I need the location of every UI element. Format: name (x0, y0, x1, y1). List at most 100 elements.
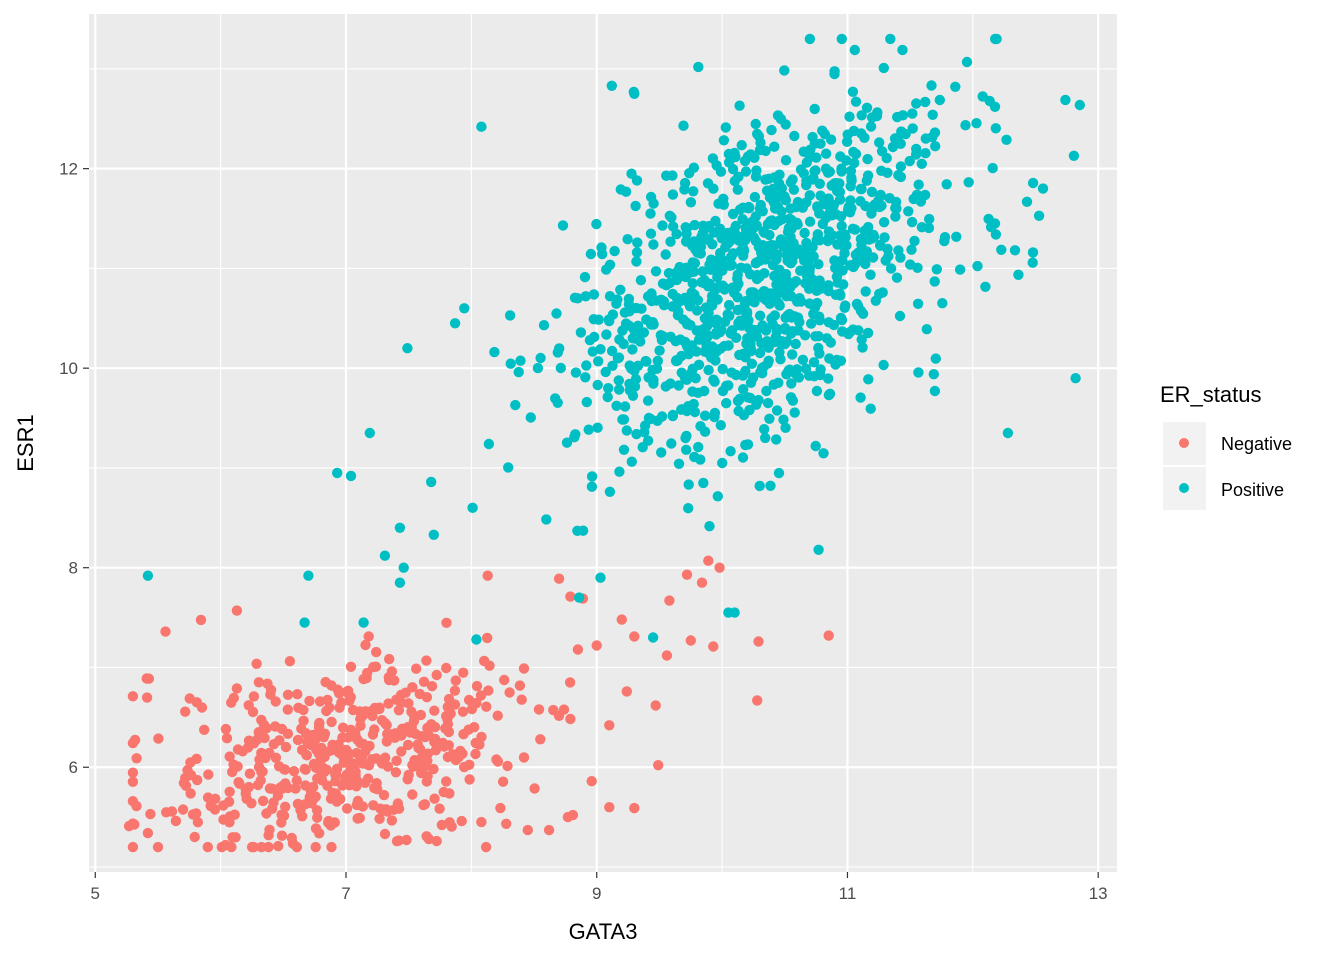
data-point-negative (312, 812, 323, 823)
data-point-positive (759, 424, 770, 435)
data-point-negative (409, 711, 420, 722)
data-point-negative (384, 653, 395, 665)
data-point-positive (931, 264, 942, 275)
data-point-negative (280, 801, 291, 812)
data-point-positive (760, 432, 771, 444)
data-point-positive (609, 245, 620, 257)
data-point-positive (691, 346, 702, 357)
data-point-positive (622, 234, 633, 245)
data-point-positive (811, 385, 823, 397)
data-point-negative (276, 817, 287, 828)
data-point-positive (379, 550, 391, 561)
x-tick-label: 7 (341, 884, 350, 903)
data-point-negative (629, 631, 640, 642)
data-point-negative (369, 782, 380, 794)
x-tick-label: 11 (839, 884, 857, 903)
data-point-positive (699, 346, 711, 357)
data-point-positive (874, 137, 885, 148)
data-point-positive (747, 372, 759, 383)
data-point-negative (358, 738, 369, 750)
data-point-positive (786, 223, 797, 234)
legend-item-positive: Positive (1163, 467, 1284, 510)
data-point-positive (394, 577, 406, 588)
data-point-positive (746, 358, 758, 369)
data-point-negative (311, 805, 323, 816)
data-point-negative (390, 767, 402, 778)
data-point-positive (706, 296, 717, 307)
data-point-negative (274, 735, 285, 746)
data-point-positive (471, 634, 482, 645)
data-point-negative (518, 663, 530, 674)
data-point-positive (801, 197, 812, 208)
data-point-negative (253, 677, 265, 688)
data-point-positive (687, 278, 698, 289)
data-point-negative (407, 682, 418, 693)
data-point-positive (895, 171, 907, 183)
data-point-positive (913, 367, 924, 378)
data-point-positive (861, 102, 873, 114)
data-point-positive (303, 570, 314, 581)
data-point-positive (880, 255, 891, 266)
data-point-positive (881, 152, 892, 164)
data-point-positive (929, 276, 940, 287)
data-point-positive (635, 275, 647, 286)
data-point-negative (714, 562, 725, 573)
data-point-negative (823, 630, 834, 641)
data-point-negative (429, 793, 440, 804)
data-point-negative (482, 570, 493, 581)
data-point-negative (231, 605, 243, 616)
data-point-positive (618, 338, 629, 350)
data-point-negative (661, 650, 673, 661)
data-point-positive (960, 120, 971, 131)
data-point-positive (699, 385, 710, 397)
data-point-positive (673, 269, 685, 280)
data-point-positive (647, 364, 658, 376)
data-point-positive (783, 365, 794, 376)
data-point-positive (693, 61, 704, 73)
data-point-positive (690, 244, 701, 255)
data-point-positive (695, 421, 706, 432)
data-point-positive (782, 255, 793, 266)
data-point-positive (647, 317, 658, 328)
data-point-negative (326, 716, 337, 728)
data-point-negative (407, 789, 418, 800)
data-point-positive (704, 521, 715, 532)
data-point-positive (749, 152, 760, 163)
data-point-negative (361, 758, 373, 770)
data-point-positive (628, 86, 639, 98)
data-point-negative (543, 824, 555, 836)
data-point-negative (429, 721, 441, 733)
data-point-negative (479, 655, 490, 667)
data-point-positive (903, 206, 914, 217)
data-point-positive (732, 304, 743, 316)
data-point-positive (683, 349, 694, 360)
data-point-positive (600, 366, 611, 378)
data-point-positive (631, 428, 642, 440)
data-point-positive (787, 174, 798, 185)
data-point-positive (815, 138, 826, 149)
data-point-negative (304, 695, 315, 707)
data-point-positive (574, 592, 585, 603)
data-point-positive (749, 297, 760, 308)
data-point-positive (645, 228, 657, 239)
data-point-positive (804, 216, 816, 227)
legend-item-negative: Negative (1163, 422, 1292, 465)
data-point-positive (684, 301, 696, 312)
data-point-positive (725, 328, 736, 339)
data-point-negative (368, 800, 379, 811)
data-point-positive (754, 310, 766, 321)
data-point-positive (792, 296, 803, 307)
data-point-negative (653, 760, 664, 771)
data-point-negative (352, 758, 363, 769)
data-point-positive (780, 283, 791, 294)
data-point-negative (292, 689, 303, 700)
data-point-positive (890, 211, 901, 222)
data-point-negative (298, 704, 309, 716)
legend-label-negative: Negative (1221, 434, 1292, 454)
data-point-positive (648, 378, 659, 389)
data-point-negative (629, 802, 640, 814)
data-point-negative (314, 696, 326, 707)
data-point-positive (954, 264, 966, 275)
y-tick-label: 6 (69, 758, 78, 777)
data-point-positive (841, 240, 852, 251)
